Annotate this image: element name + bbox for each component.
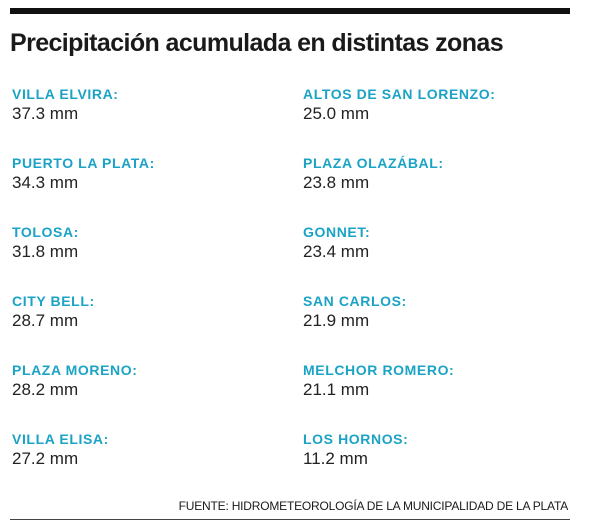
zone-value: 23.8 mm — [303, 173, 370, 192]
zone-entry: MELCHOR ROMERO: 21.1 mm — [303, 361, 496, 430]
zone-entry: LOS HORNOS: 11.2 mm — [303, 430, 496, 499]
zone-entry: VILLA ELISA: 27.2 mm — [12, 430, 155, 499]
zone-name: PUERTO LA PLATA: — [12, 155, 155, 171]
zone-value: 28.2 mm — [12, 380, 79, 399]
zone-entry: PLAZA OLAZÁBAL: 23.8 mm — [303, 154, 496, 223]
zones-column-left: VILLA ELVIRA: 37.3 mm PUERTO LA PLATA: 3… — [12, 85, 155, 499]
zone-name: GONNET: — [303, 224, 371, 240]
zone-value: 28.7 mm — [12, 311, 79, 330]
zones-column-right: ALTOS DE SAN LORENZO: 25.0 mm PLAZA OLAZ… — [303, 85, 496, 499]
zone-value: 11.2 mm — [303, 449, 368, 468]
zone-name: SAN CARLOS: — [303, 293, 407, 309]
zone-value: 34.3 mm — [12, 173, 79, 192]
zone-name: VILLA ELISA: — [12, 431, 109, 447]
zone-name: PLAZA MORENO: — [12, 362, 138, 378]
zone-value: 21.1 mm — [303, 380, 370, 399]
zone-name: MELCHOR ROMERO: — [303, 362, 455, 378]
zone-entry: CITY BELL: 28.7 mm — [12, 292, 155, 361]
zone-name: CITY BELL: — [12, 293, 95, 309]
zone-value: 31.8 mm — [12, 242, 79, 261]
zone-value: 37.3 mm — [12, 104, 79, 123]
zone-entry: PUERTO LA PLATA: 34.3 mm — [12, 154, 155, 223]
zone-name: VILLA ELVIRA: — [12, 86, 119, 102]
zone-entry: VILLA ELVIRA: 37.3 mm — [12, 85, 155, 154]
zone-name: ALTOS DE SAN LORENZO: — [303, 86, 496, 102]
zone-entry: GONNET: 23.4 mm — [303, 223, 496, 292]
zone-value: 27.2 mm — [12, 449, 79, 468]
zone-entry: SAN CARLOS: 21.9 mm — [303, 292, 496, 361]
page-title: Precipitación acumulada en distintas zon… — [10, 29, 504, 57]
zone-value: 25.0 mm — [303, 104, 370, 123]
top-rule — [10, 8, 570, 14]
zone-name: LOS HORNOS: — [303, 431, 409, 447]
zone-entry: ALTOS DE SAN LORENZO: 25.0 mm — [303, 85, 496, 154]
zone-name: PLAZA OLAZÁBAL: — [303, 155, 444, 171]
bottom-rule — [10, 519, 570, 520]
zone-value: 21.9 mm — [303, 311, 370, 330]
source-credit: FUENTE: HIDROMETEOROLOGÍA DE LA MUNICIPA… — [178, 499, 569, 513]
zone-name: TOLOSA: — [12, 224, 79, 240]
zone-entry: TOLOSA: 31.8 mm — [12, 223, 155, 292]
zone-entry: PLAZA MORENO: 28.2 mm — [12, 361, 155, 430]
zone-value: 23.4 mm — [303, 242, 370, 261]
